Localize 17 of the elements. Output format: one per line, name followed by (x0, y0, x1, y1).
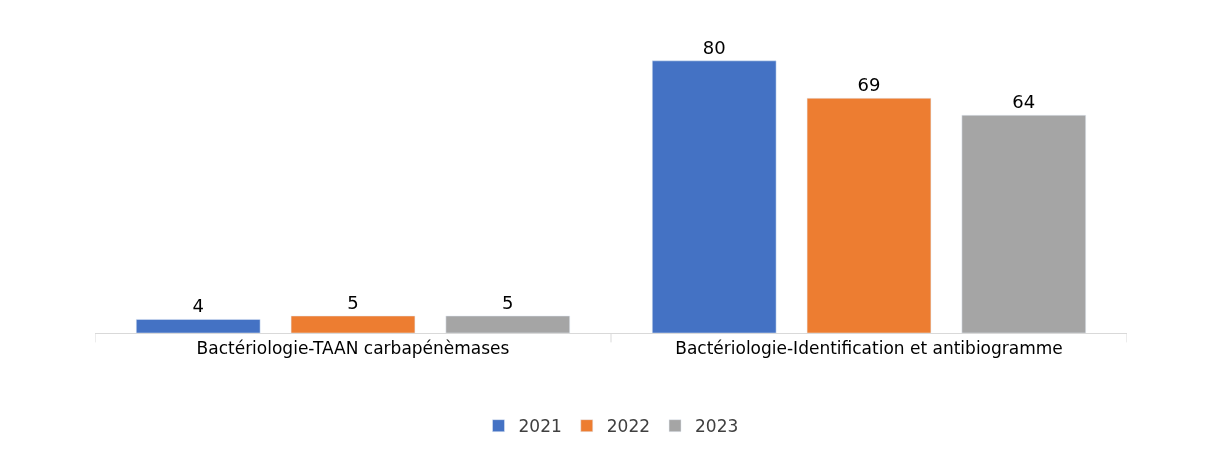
legend-label: 2023 (695, 416, 739, 437)
data-label: 80 (702, 36, 726, 58)
data-label: 5 (502, 291, 514, 313)
x-tick-label: Bactériologie-Identification et antibiogramme (675, 338, 1063, 359)
data-label: 5 (347, 291, 359, 313)
bar (290, 315, 416, 333)
bar (652, 60, 777, 333)
bar (961, 115, 1086, 333)
legend-label: 2021 (518, 416, 562, 437)
data-label: 64 (1012, 91, 1036, 113)
legend-label: 2022 (606, 416, 651, 437)
x-tick-label: Bactériologie-TAAN carbapénèmases (196, 338, 510, 359)
data-label: 69 (857, 74, 881, 96)
bar (136, 319, 261, 333)
data-label: 4 (192, 295, 204, 317)
bar (445, 315, 570, 333)
bar (806, 98, 932, 333)
